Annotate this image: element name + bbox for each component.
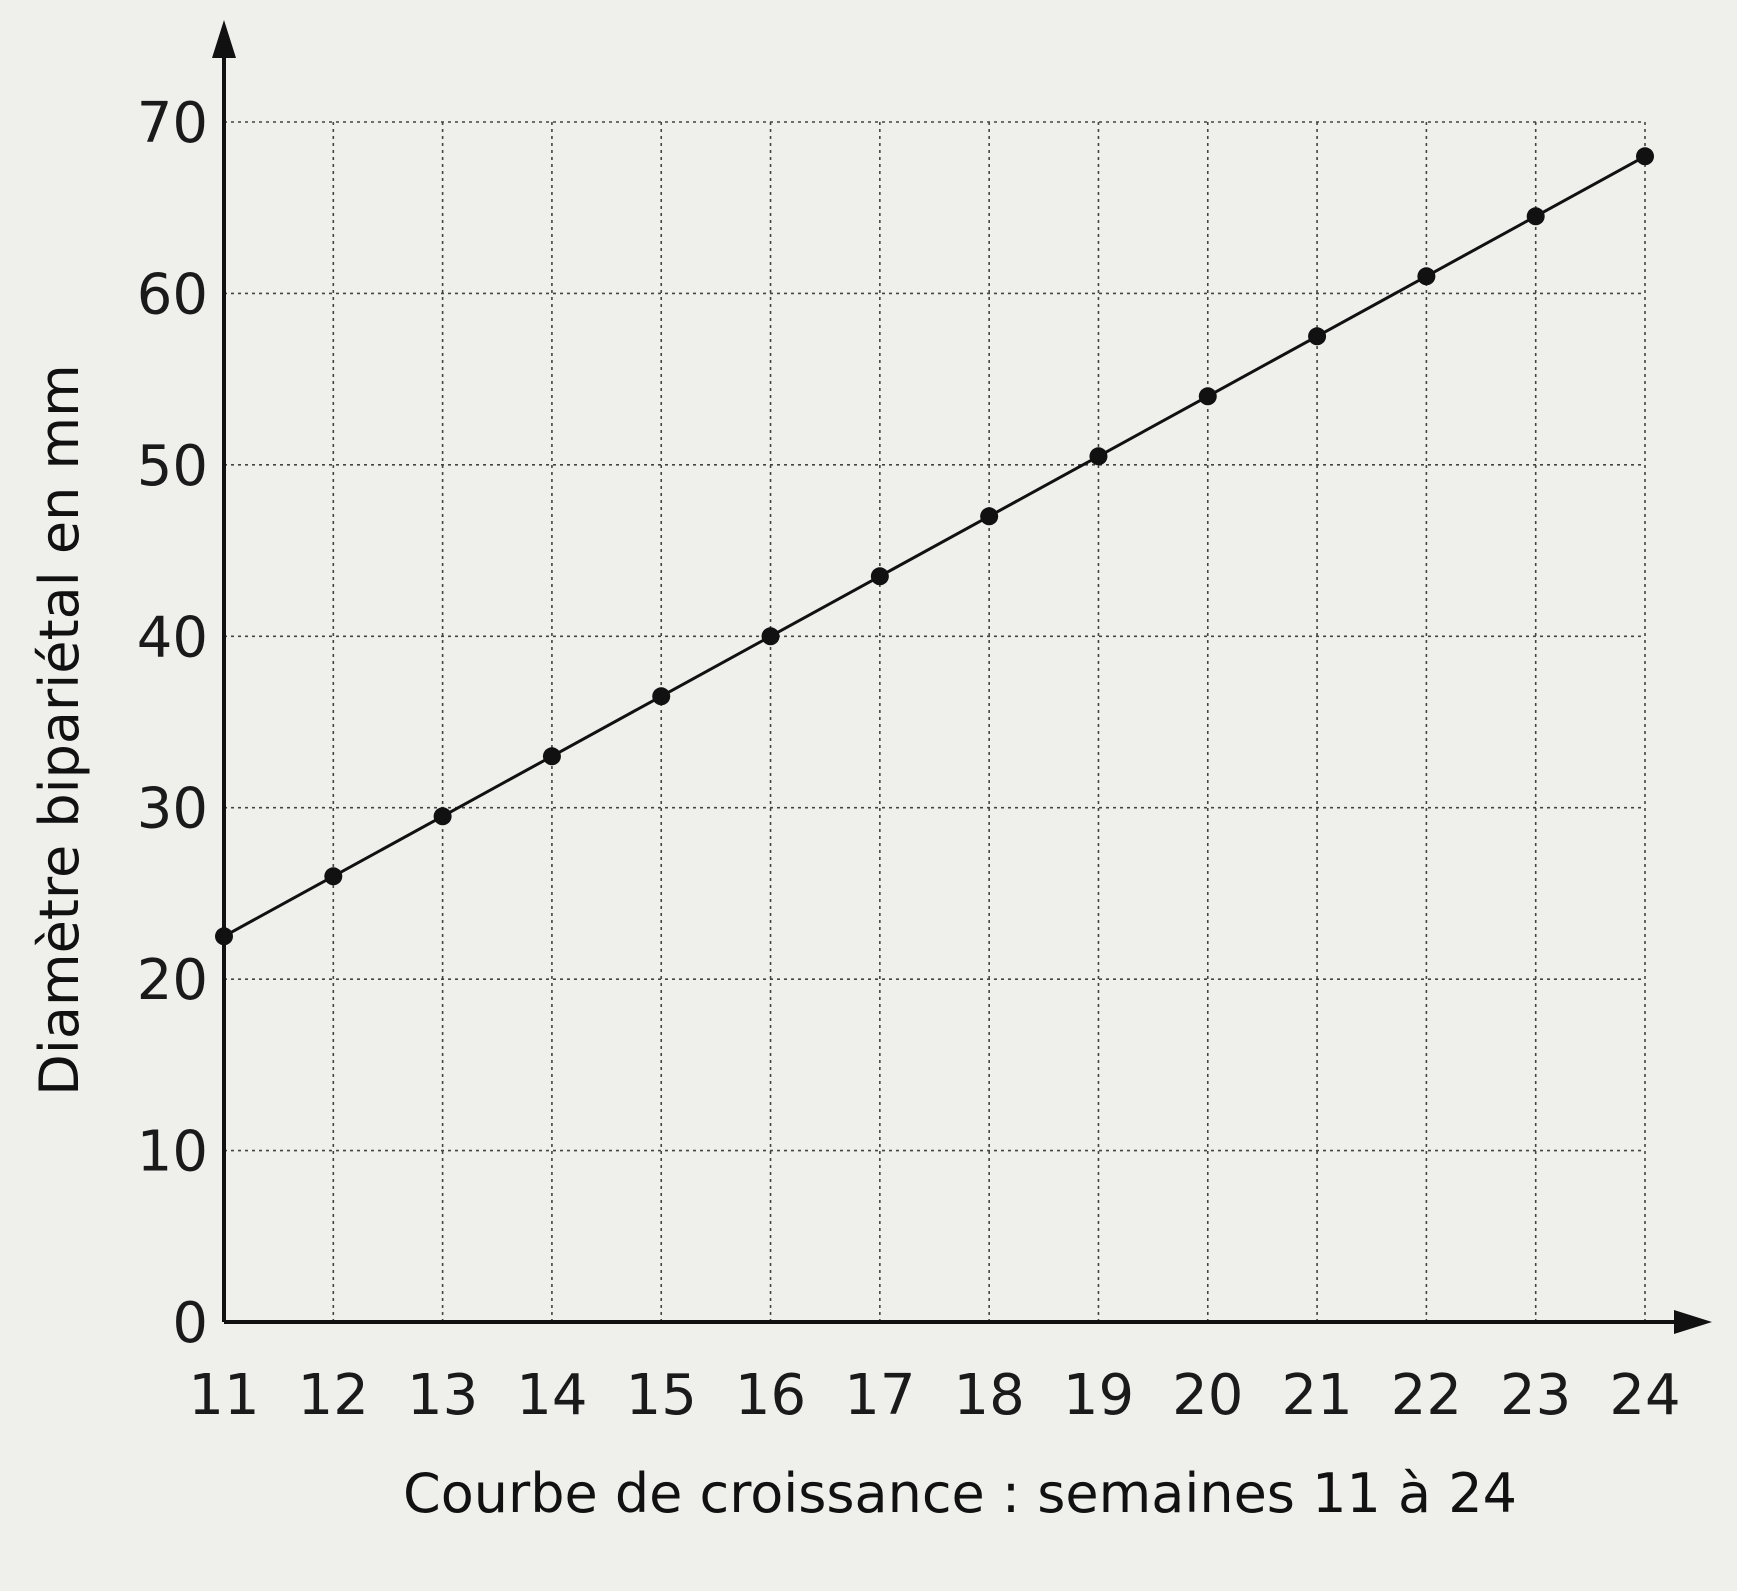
series-line-0: [223, 154, 1646, 938]
data-point-15: [652, 687, 671, 706]
data-point-22: [1417, 267, 1436, 286]
data-point-11: [215, 927, 233, 946]
y-tick-label-70: 70: [137, 91, 208, 156]
x-tick-label-13: 13: [407, 1363, 478, 1428]
data-point-20: [1198, 387, 1217, 406]
y-tick-label-50: 50: [137, 434, 208, 499]
y-tick-label-40: 40: [137, 605, 208, 670]
y-tick-labels: 0 10 20 30 40 50 60 70: [137, 91, 208, 1356]
x-tick-label-16: 16: [735, 1363, 806, 1428]
x-tick-label-15: 15: [626, 1363, 697, 1428]
x-tick-label-21: 21: [1281, 1363, 1352, 1428]
data-point-14: [542, 747, 561, 766]
x-tick-labels: 11 12 13 14 15 16 17 18 19 20 21 22 23 24: [188, 1363, 1680, 1428]
data-point-21: [1308, 327, 1327, 346]
data-point-13: [433, 807, 452, 826]
data-point-17: [870, 567, 889, 586]
axes: [212, 20, 1712, 1334]
x-tick-label-17: 17: [844, 1363, 915, 1428]
x-axis-arrow: [1674, 1310, 1712, 1334]
data-point-16: [761, 627, 780, 646]
x-tick-label-23: 23: [1500, 1363, 1571, 1428]
x-tick-label-24: 24: [1609, 1363, 1680, 1428]
y-axis-title: Diamètre bipariétal en mm: [28, 364, 91, 1095]
x-tick-label-20: 20: [1172, 1363, 1243, 1428]
grid: [224, 121, 1646, 1322]
x-axis-title: Courbe de croissance : semaines 11 à 24: [403, 1462, 1517, 1525]
x-tick-label-12: 12: [298, 1363, 369, 1428]
data-point-19: [1089, 447, 1108, 466]
y-tick-label-20: 20: [137, 948, 208, 1013]
x-tick-label-18: 18: [954, 1363, 1025, 1428]
series: [215, 147, 1654, 946]
y-tick-label-0: 0: [172, 1291, 208, 1356]
x-tick-label-14: 14: [516, 1363, 587, 1428]
y-axis-arrow: [212, 20, 236, 58]
data-point-24: [1636, 147, 1654, 166]
data-point-23: [1526, 207, 1545, 226]
y-tick-label-10: 10: [137, 1120, 208, 1185]
y-tick-label-30: 30: [137, 777, 208, 842]
data-point-12: [324, 867, 343, 886]
data-point-18: [980, 507, 999, 526]
x-tick-label-19: 19: [1063, 1363, 1134, 1428]
y-tick-label-60: 60: [137, 262, 208, 327]
x-tick-label-11: 11: [188, 1363, 259, 1428]
x-tick-label-22: 22: [1391, 1363, 1462, 1428]
